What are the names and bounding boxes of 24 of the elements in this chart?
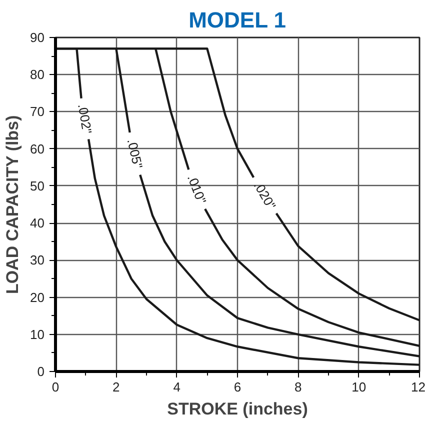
y-tick-label: 50 [30, 178, 45, 194]
y-tick-label: 20 [30, 290, 45, 305]
y-tick-label: 60 [30, 141, 45, 156]
y-tick-label: 40 [30, 216, 45, 231]
x-tick-label: 10 [352, 380, 366, 394]
x-tick-label: 4 [173, 380, 180, 394]
x-tick-label: 2 [112, 380, 120, 394]
y-tick-label: 30 [30, 252, 45, 268]
text: .002" [75, 102, 95, 136]
y-tick-label: 70 [30, 104, 45, 120]
x-tick-label: 0 [52, 380, 60, 394]
x-axis-title: STROKE (inches) [167, 400, 308, 418]
y-axis-title: LOAD CAPACITY (lbs) [3, 115, 22, 294]
x-tick-label: 12 [411, 380, 425, 394]
y-tick-label: 10 [30, 326, 45, 342]
chart-title: MODEL 1 [188, 8, 286, 32]
text: .005" [124, 137, 146, 170]
y-tick-label: 80 [30, 67, 45, 82]
y-tick-label: 0 [37, 364, 45, 379]
text: .020" [250, 178, 280, 212]
x-tick-label: 6 [234, 380, 242, 394]
y-tick-label: 90 [30, 30, 45, 45]
x-tick-label: 8 [294, 380, 302, 394]
text: .010" [184, 172, 210, 206]
